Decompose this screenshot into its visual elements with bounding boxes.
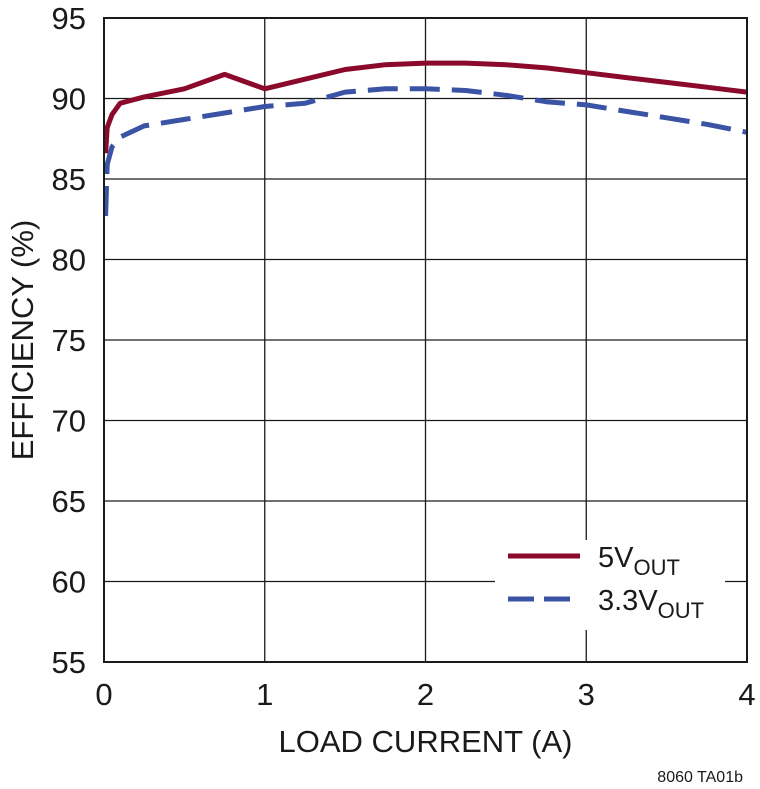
series-layer [103,60,748,217]
y-tick-label: 85 [52,162,86,197]
x-tick-label: 1 [256,677,273,712]
y-tick-label: 95 [52,1,86,36]
y-tick-label: 75 [52,323,86,358]
series-line-0 [103,60,748,154]
x-tick-label: 3 [578,677,595,712]
x-tick-label: 4 [738,677,755,712]
legend: 5VOUT 3.3VOUT [508,542,704,623]
y-tick-label: 80 [52,243,86,278]
plot-frame [103,17,748,663]
y-tick-label: 65 [52,484,86,519]
series-line-1 [103,86,748,217]
y-tick-label: 90 [52,82,86,117]
x-tick-label: 2 [417,677,434,712]
x-axis-label: LOAD CURRENT (A) [279,724,573,759]
x-tick-labels: 0 1 2 3 4 [95,677,755,712]
legend-label-0: 5VOUT [598,542,680,580]
figure-id: 8060 TA01b [657,769,743,786]
y-tick-label: 60 [52,565,86,600]
y-tick-label: 70 [52,404,86,439]
y-tick-labels: 95 90 85 80 75 70 65 60 55 [52,1,86,680]
legend-label-1: 3.3VOUT [598,585,704,623]
x-tick-label: 0 [95,677,112,712]
y-axis-label: EFFICIENCY (%) [5,220,40,461]
y-tick-label: 55 [52,645,86,680]
